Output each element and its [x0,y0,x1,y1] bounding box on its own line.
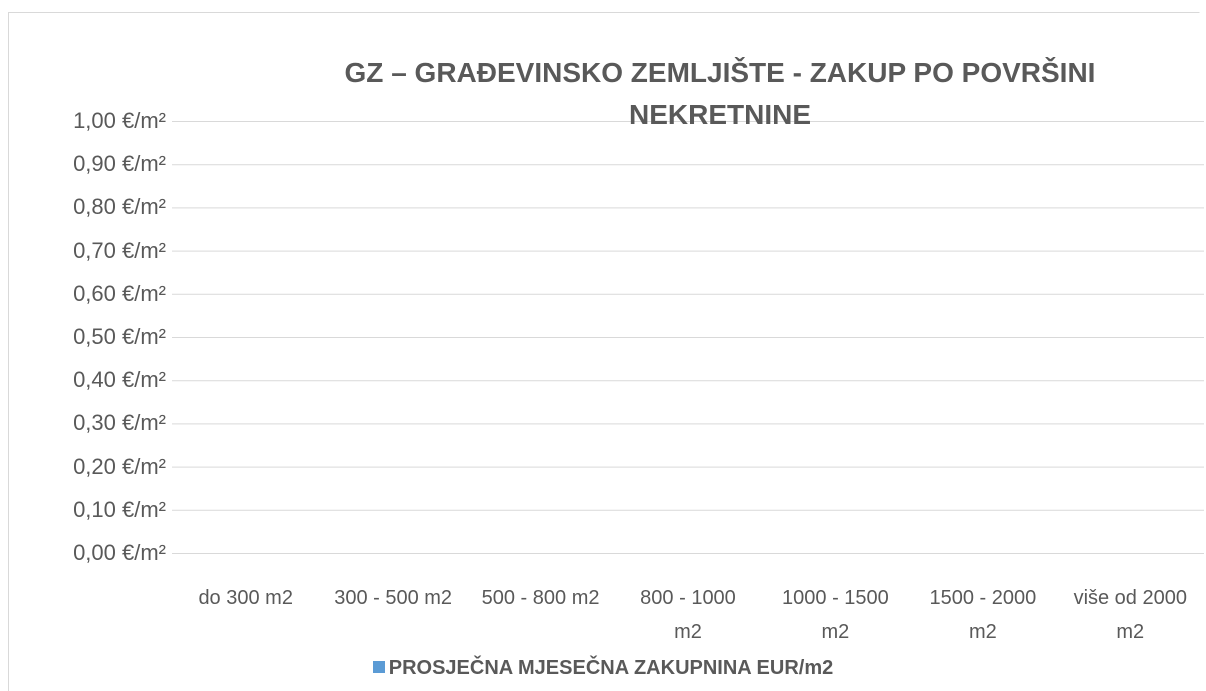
legend-swatch [372,661,385,673]
y-tick-label: 0,80 €/m² [73,194,166,220]
y-tick-label: 1,00 €/m² [73,108,166,133]
chart-border [8,12,1200,691]
y-tick-label: 0,60 €/m² [73,280,166,306]
x-tick-label: 1000 - 1500 m2 [782,587,889,643]
chart-title: GZ – GRAĐEVINSKO ZEMLJIŠTE - ZAKUP PO PO… [344,57,1096,130]
x-tick-label: 800 - 1000 m2 [640,587,736,643]
legend: PROSJEČNA MJESEČNA ZAKUPNINA EUR/m2 [0,655,1206,681]
y-tick-label: 0,20 €/m² [73,453,166,479]
x-tick-label: više od 2000 m2 [1073,587,1187,643]
x-tick-label: do 300 m2 [198,587,293,609]
y-tick-label: 0,90 €/m² [73,151,166,177]
y-tick-label: 0,50 €/m² [73,324,166,349]
y-tick-label: 0,30 €/m² [73,410,166,436]
x-tick-label: 1500 - 2000 m2 [929,587,1037,643]
y-tick-label: 0,70 €/m² [73,237,166,263]
legend-label: PROSJEČNA MJESEČNA ZAKUPNINA EUR/m2 [388,657,834,679]
y-tick-label: 0,40 €/m² [73,367,166,393]
x-tick-label: 500 - 800 m2 [481,587,600,609]
y-tick-label: 0,00 €/m² [73,540,166,565]
y-tick-label: 0,10 €/m² [73,496,166,522]
x-tick-label: 300 - 500 m2 [334,587,453,609]
